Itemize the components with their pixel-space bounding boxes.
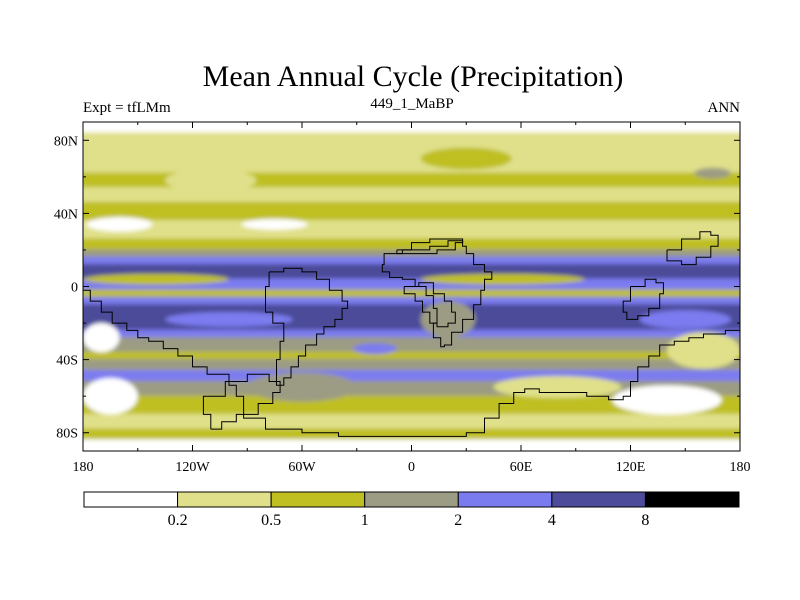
field-anomaly-10 xyxy=(83,377,138,415)
x-tick-label: 180 xyxy=(73,460,94,475)
zonal-band-4 xyxy=(83,201,740,222)
colorbar-label: 1 xyxy=(361,512,369,529)
colorbar-swatch-0 xyxy=(83,491,179,508)
plot-area xyxy=(83,122,740,451)
field-anomaly-3 xyxy=(639,310,731,329)
x-axis: 180 120W 60W 0 60E 120E 180 xyxy=(73,122,751,475)
coastlines xyxy=(83,231,740,437)
colorbar-label: 4 xyxy=(548,512,556,529)
zonal-band-22 xyxy=(83,428,740,441)
field-anomaly-5 xyxy=(420,147,512,170)
field-anomaly-11 xyxy=(612,385,722,415)
colorbar-label: 0.5 xyxy=(261,512,281,529)
zonal-band-1 xyxy=(83,132,740,174)
field-anomaly-4 xyxy=(165,169,257,192)
x-tick-label: 120E xyxy=(616,460,646,475)
zonal-band-17 xyxy=(83,359,740,372)
zonal-band-14 xyxy=(83,329,740,339)
colorbar-swatch-2 xyxy=(270,491,366,508)
antarctica-outline xyxy=(202,373,281,430)
colorbar-label: 8 xyxy=(641,512,649,529)
subtitle-right: ANN xyxy=(708,100,741,116)
zonal-band-20 xyxy=(83,395,740,416)
x-tick-label: 180 xyxy=(730,460,751,475)
field-anomaly-14 xyxy=(247,372,357,402)
colorbar: 0.2 0.5 1 2 4 8 xyxy=(83,491,740,529)
zonal-band-9 xyxy=(83,263,740,280)
colorbar-swatch-5 xyxy=(551,491,646,508)
field-anomaly-7 xyxy=(241,218,308,230)
india-outline xyxy=(403,282,456,328)
zonal-band-12 xyxy=(83,296,740,306)
north-america-outline xyxy=(83,289,740,437)
zonal-band-16 xyxy=(83,351,740,361)
y-tick-label: 80N xyxy=(54,134,78,149)
colorbar-swatch-1 xyxy=(177,491,272,508)
zonal-band-3 xyxy=(83,187,740,204)
y-tick-label: 40N xyxy=(54,207,78,222)
x-tick-label: 60E xyxy=(510,460,533,475)
south-america-outline xyxy=(265,267,349,386)
x-tick-label: 60W xyxy=(288,460,316,475)
colorbar-swatch-4 xyxy=(457,491,553,508)
subtitle-center: 449_1_MaBP xyxy=(370,96,453,112)
zonal-band-21 xyxy=(83,413,740,430)
field-anomaly-0 xyxy=(83,273,229,285)
colorbar-swatch-6 xyxy=(644,491,740,508)
field-anomaly-16 xyxy=(694,167,731,179)
subtitle-left: Expt = tfLMm xyxy=(83,100,171,116)
x-tick-label: 0 xyxy=(408,460,415,475)
y-axis: 80N 40N 0 40S 80S xyxy=(54,134,740,442)
zonal-band-8 xyxy=(83,256,740,266)
colorbar-label: 0.2 xyxy=(168,512,188,529)
y-tick-label: 40S xyxy=(56,354,78,369)
field-anomaly-1 xyxy=(420,273,585,285)
field-anomaly-15 xyxy=(493,376,622,398)
zonal-band-18 xyxy=(83,369,740,383)
east-asia-outline xyxy=(666,231,719,266)
x-tick-label: 120W xyxy=(175,460,210,475)
field-anomaly-13 xyxy=(420,301,476,338)
y-tick-label: 80S xyxy=(56,427,78,442)
zonal-band-15 xyxy=(83,337,740,353)
y-tick-label: 0 xyxy=(71,281,78,296)
zonal-band-5 xyxy=(83,220,740,240)
field-anomaly-6 xyxy=(86,217,153,232)
africa-outline xyxy=(381,240,493,348)
colorbar-label: 2 xyxy=(454,512,462,529)
field-anomaly-8 xyxy=(83,323,120,353)
colorbar-swatch-3 xyxy=(364,491,459,508)
australia-outline xyxy=(622,278,664,320)
chart-title: Mean Annual Cycle (Precipitation) xyxy=(203,60,624,93)
maritime-outline xyxy=(396,238,464,255)
field-anomaly-2 xyxy=(165,312,293,327)
field-anomaly-12 xyxy=(353,343,397,355)
